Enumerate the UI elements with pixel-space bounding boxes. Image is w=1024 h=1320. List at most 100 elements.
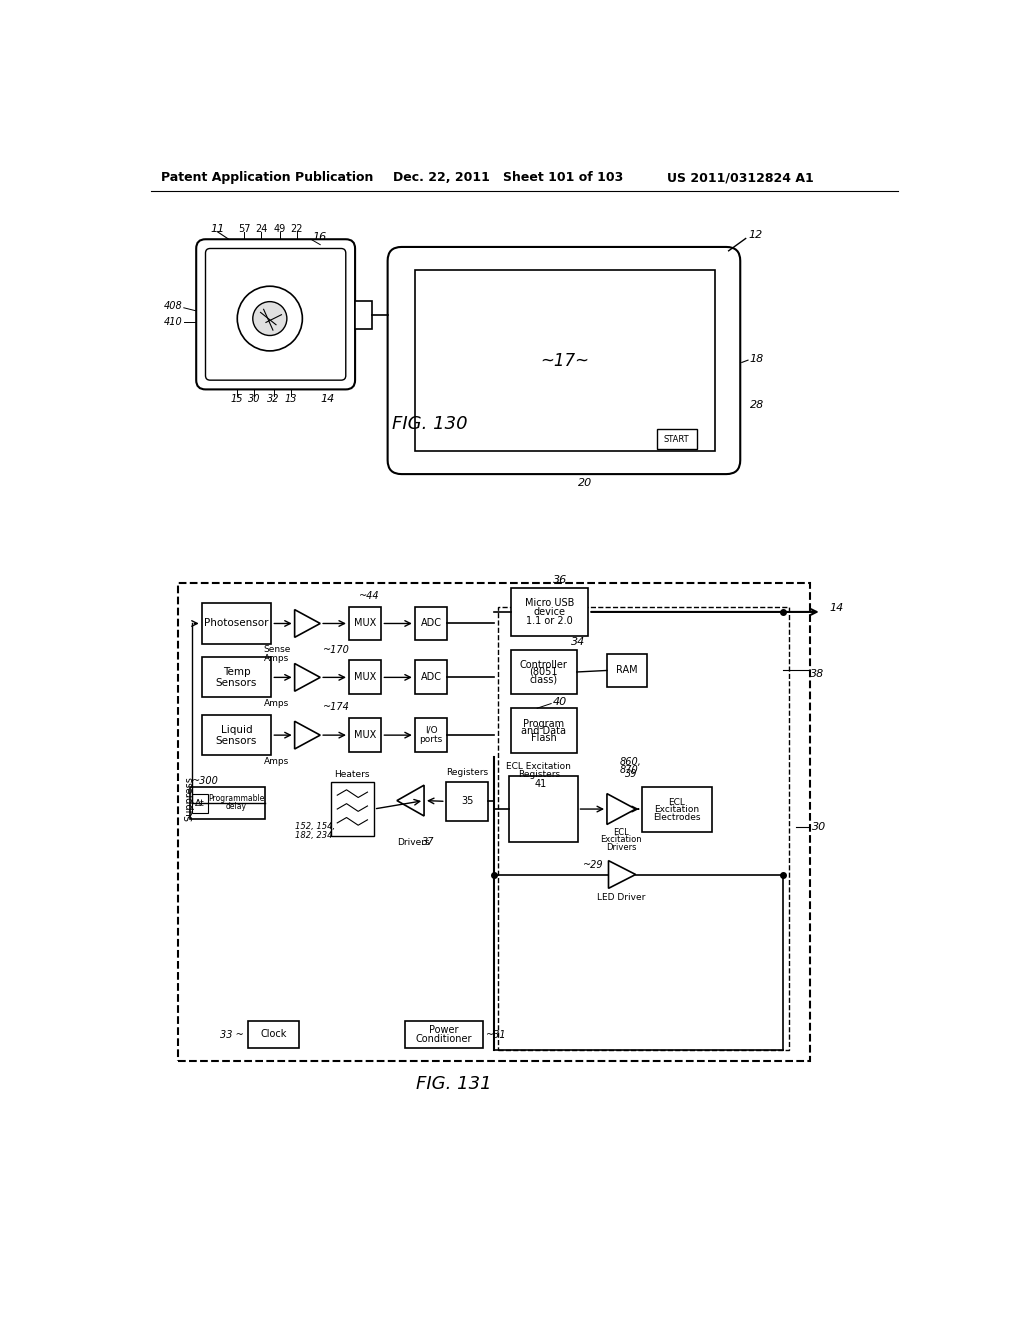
- Text: 37: 37: [423, 837, 435, 847]
- FancyBboxPatch shape: [202, 603, 271, 644]
- Text: I/O: I/O: [425, 725, 437, 734]
- Text: Photosensor: Photosensor: [204, 619, 268, 628]
- Text: Sensors: Sensors: [216, 677, 257, 688]
- Text: delay: delay: [226, 803, 247, 812]
- Text: ECL: ECL: [669, 797, 685, 807]
- Text: ports: ports: [420, 735, 442, 744]
- Text: ~17~: ~17~: [541, 351, 590, 370]
- Text: FIG. 131: FIG. 131: [416, 1074, 492, 1093]
- Text: Registers: Registers: [446, 768, 488, 777]
- Text: ~170: ~170: [324, 644, 350, 655]
- Text: ~29: ~29: [584, 861, 604, 870]
- Text: Sense: Sense: [263, 645, 291, 655]
- Text: MUX: MUX: [354, 619, 376, 628]
- Text: 14: 14: [829, 603, 844, 612]
- Text: Liquid: Liquid: [221, 725, 252, 735]
- Text: ECL Excitation: ECL Excitation: [506, 762, 571, 771]
- Circle shape: [238, 286, 302, 351]
- Text: Suppress: Suppress: [184, 776, 195, 821]
- Text: 30: 30: [248, 395, 260, 404]
- FancyBboxPatch shape: [349, 718, 381, 752]
- Text: 40: 40: [553, 697, 567, 708]
- FancyBboxPatch shape: [331, 781, 374, 836]
- FancyBboxPatch shape: [349, 607, 381, 640]
- Circle shape: [253, 302, 287, 335]
- Text: ~44: ~44: [359, 591, 380, 601]
- Text: START: START: [664, 436, 689, 444]
- Text: 16: 16: [312, 232, 327, 242]
- Text: 152, 154,: 152, 154,: [295, 822, 335, 832]
- Bar: [355, 301, 372, 329]
- Polygon shape: [295, 664, 321, 692]
- Text: 57: 57: [238, 224, 251, 234]
- Text: Heaters: Heaters: [335, 770, 370, 779]
- FancyBboxPatch shape: [509, 776, 578, 842]
- Text: 11: 11: [211, 224, 225, 234]
- Text: 20: 20: [578, 478, 592, 488]
- FancyBboxPatch shape: [190, 787, 265, 818]
- Text: Sensors: Sensors: [216, 735, 257, 746]
- Text: ~31: ~31: [486, 1030, 507, 1040]
- Polygon shape: [295, 610, 321, 638]
- Text: Power: Power: [429, 1024, 459, 1035]
- FancyBboxPatch shape: [607, 655, 647, 686]
- Text: Controller: Controller: [520, 660, 567, 671]
- FancyBboxPatch shape: [206, 248, 346, 380]
- Text: Programmable: Programmable: [208, 793, 264, 803]
- Text: 12: 12: [748, 231, 762, 240]
- Text: 39: 39: [626, 770, 638, 779]
- FancyBboxPatch shape: [642, 788, 712, 832]
- Text: FIG. 130: FIG. 130: [392, 414, 468, 433]
- Text: Amps: Amps: [264, 700, 290, 708]
- Text: MUX: MUX: [354, 672, 376, 682]
- Text: (8051: (8051: [529, 667, 558, 677]
- Text: class): class): [529, 675, 558, 685]
- FancyBboxPatch shape: [193, 793, 208, 813]
- Text: 24: 24: [255, 224, 267, 234]
- FancyBboxPatch shape: [415, 271, 716, 451]
- Polygon shape: [607, 793, 636, 825]
- Text: 14: 14: [321, 395, 335, 404]
- FancyBboxPatch shape: [511, 649, 577, 694]
- Text: Electrodes: Electrodes: [653, 813, 700, 822]
- Text: ADC: ADC: [421, 672, 441, 682]
- Text: 38: 38: [810, 669, 824, 680]
- FancyBboxPatch shape: [248, 1020, 299, 1048]
- Text: 49: 49: [273, 224, 286, 234]
- Polygon shape: [295, 721, 321, 748]
- Text: Dec. 22, 2011   Sheet 101 of 103: Dec. 22, 2011 Sheet 101 of 103: [392, 172, 623, 185]
- FancyBboxPatch shape: [202, 657, 271, 697]
- Text: 1.1 or 2.0: 1.1 or 2.0: [526, 616, 573, 626]
- Text: 28: 28: [750, 400, 764, 409]
- Text: 408: 408: [164, 301, 182, 312]
- Text: Conditioner: Conditioner: [416, 1034, 472, 1044]
- Text: Temp: Temp: [222, 667, 250, 677]
- FancyBboxPatch shape: [349, 660, 381, 694]
- FancyBboxPatch shape: [178, 583, 810, 1061]
- FancyBboxPatch shape: [511, 708, 577, 752]
- Text: ~300: ~300: [191, 776, 218, 785]
- FancyBboxPatch shape: [415, 660, 447, 694]
- FancyBboxPatch shape: [656, 429, 697, 449]
- Text: Micro USB: Micro USB: [525, 598, 574, 607]
- FancyBboxPatch shape: [388, 247, 740, 474]
- Text: 36: 36: [553, 576, 567, 585]
- Polygon shape: [397, 785, 424, 816]
- Text: 182, 234: 182, 234: [295, 830, 332, 840]
- Text: Patent Application Publication: Patent Application Publication: [162, 172, 374, 185]
- Text: 41: 41: [535, 779, 547, 788]
- FancyBboxPatch shape: [511, 589, 589, 636]
- Text: Δt: Δt: [196, 799, 205, 808]
- Text: Amps: Amps: [264, 653, 290, 663]
- Text: 18: 18: [750, 354, 764, 363]
- Text: ~174: ~174: [324, 702, 350, 711]
- Text: 410: 410: [164, 317, 182, 326]
- Text: 34: 34: [571, 638, 586, 647]
- FancyBboxPatch shape: [197, 239, 355, 389]
- Text: and Data: and Data: [521, 726, 566, 735]
- FancyBboxPatch shape: [445, 781, 488, 821]
- Text: Excitation: Excitation: [654, 805, 699, 814]
- Text: 13: 13: [285, 395, 297, 404]
- FancyBboxPatch shape: [415, 607, 447, 640]
- Text: Excitation: Excitation: [600, 836, 642, 845]
